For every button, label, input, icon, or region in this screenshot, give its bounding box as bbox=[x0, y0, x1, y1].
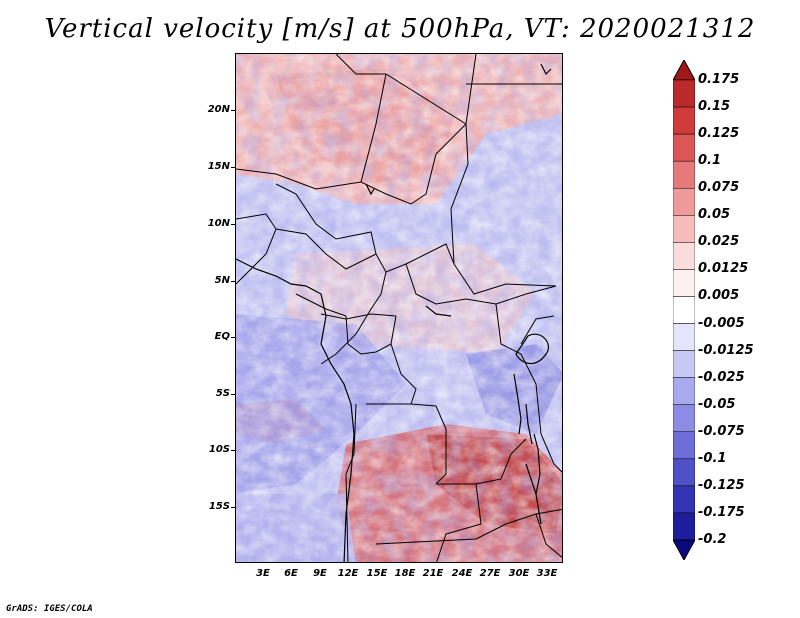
colorbar-level-label: -0.175 bbox=[698, 504, 745, 520]
colorbar bbox=[673, 60, 695, 560]
colorbar-level-label: -0.0125 bbox=[698, 342, 754, 358]
colorbar-level-label: 0.15 bbox=[698, 99, 731, 115]
axis-tick bbox=[231, 507, 235, 508]
lat-label-20n: 20N bbox=[207, 104, 230, 115]
lon-label-27e: 27E bbox=[479, 568, 501, 579]
colorbar-segment bbox=[673, 269, 695, 297]
lon-label-33e: 33E bbox=[536, 568, 558, 579]
lat-label-eq: EQ bbox=[214, 331, 230, 342]
colorbar-segment bbox=[673, 215, 695, 243]
colorbar-segment bbox=[673, 485, 695, 514]
axis-tick bbox=[231, 281, 235, 282]
lon-label-30e: 30E bbox=[508, 568, 530, 579]
colorbar-level-label: -0.05 bbox=[698, 396, 736, 412]
colorbar-segment bbox=[673, 296, 695, 324]
lon-label-3e: 3E bbox=[256, 568, 270, 579]
lon-label-12e: 12E bbox=[337, 568, 359, 579]
colorbar-level-label: -0.075 bbox=[698, 423, 745, 439]
colorbar-segment bbox=[673, 323, 695, 351]
colorbar-level-label: 0.0125 bbox=[698, 261, 749, 277]
axis-tick bbox=[231, 167, 235, 168]
colorbar-segment bbox=[673, 187, 695, 216]
axis-tick bbox=[231, 110, 235, 111]
colorbar-level-label: -0.025 bbox=[698, 369, 745, 385]
country-borders bbox=[236, 54, 562, 562]
lon-label-15e: 15E bbox=[366, 568, 388, 579]
colorbar-level-label: 0.1 bbox=[698, 153, 722, 169]
lat-label-5s: 5S bbox=[215, 388, 230, 399]
vertical-velocity-field bbox=[236, 54, 562, 562]
colorbar-level-label: 0.075 bbox=[698, 180, 740, 196]
colorbar-segment bbox=[673, 350, 695, 378]
grads-credit: GrADS: IGES/COLA bbox=[6, 604, 93, 614]
colorbar-top-triangle bbox=[673, 60, 695, 81]
colorbar-bottom-triangle bbox=[673, 539, 695, 560]
colorbar-segment bbox=[673, 512, 695, 541]
axis-tick bbox=[231, 450, 235, 451]
colorbar-segment bbox=[673, 404, 695, 433]
chart-title: Vertical velocity [m/s] at 500hPa, VT: 2… bbox=[44, 14, 756, 44]
lat-label-5n: 5N bbox=[214, 275, 230, 286]
colorbar-level-label: -0.125 bbox=[698, 477, 745, 493]
coastlines-and-lakes bbox=[236, 63, 552, 562]
lat-label-15s: 15S bbox=[208, 501, 230, 512]
lat-label-10s: 10S bbox=[208, 444, 230, 455]
lon-label-21e: 21E bbox=[422, 568, 444, 579]
colorbar-level-label: 0.025 bbox=[698, 234, 740, 250]
lon-label-24e: 24E bbox=[451, 568, 473, 579]
lat-label-15n: 15N bbox=[207, 161, 230, 172]
colorbar-segment bbox=[673, 133, 695, 162]
colorbar-segment bbox=[673, 242, 695, 270]
colorbar-level-label: 0.175 bbox=[698, 72, 740, 87]
colorbar-level-label: -0.1 bbox=[698, 450, 727, 466]
colorbar-segment bbox=[673, 106, 695, 135]
colorbar-segment bbox=[673, 160, 695, 189]
colorbar-level-label: -0.005 bbox=[698, 315, 745, 331]
lon-label-9e: 9E bbox=[313, 568, 327, 579]
colorbar-level-label: 0.05 bbox=[698, 207, 731, 223]
colorbar-level-label: -0.2 bbox=[698, 532, 727, 547]
colorbar-segment bbox=[673, 431, 695, 460]
colorbar-level-label: 0.005 bbox=[698, 288, 740, 304]
map-plot-area bbox=[235, 53, 563, 563]
colorbar-segment bbox=[673, 377, 695, 405]
lon-label-6e: 6E bbox=[284, 568, 298, 579]
axis-tick bbox=[231, 337, 235, 338]
axis-tick bbox=[231, 224, 235, 225]
colorbar-level-label: 0.125 bbox=[698, 126, 740, 142]
colorbar-segment bbox=[673, 79, 695, 108]
axis-tick bbox=[231, 394, 235, 395]
lat-label-10n: 10N bbox=[207, 218, 230, 229]
lon-label-18e: 18E bbox=[394, 568, 416, 579]
colorbar-segment bbox=[673, 458, 695, 487]
